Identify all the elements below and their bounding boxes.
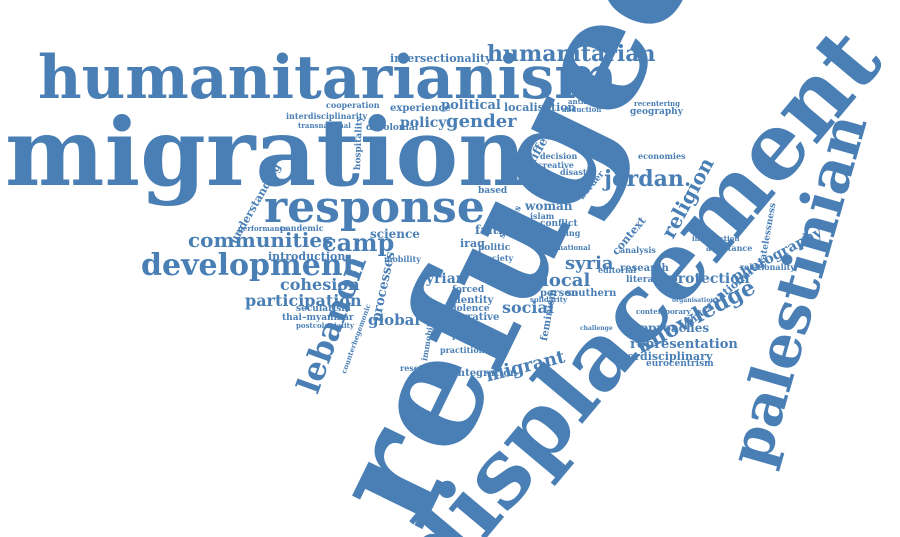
word-introduction: introduction — [268, 250, 346, 263]
word-global: global — [368, 311, 421, 329]
word-policy: policy — [400, 115, 447, 131]
word-conflict: conflict — [540, 219, 578, 229]
word-intersectionality: intersectionality — [390, 52, 492, 65]
word-experience: experience — [390, 103, 451, 114]
word-challenge: challenge — [580, 325, 613, 332]
word-communities: communities — [188, 228, 334, 252]
word-political: political — [441, 98, 501, 113]
word-pandemic: pandemic — [280, 223, 324, 233]
word-violence: violence — [448, 304, 490, 314]
word-editorial: editorial — [598, 265, 637, 275]
word-creative: creative — [538, 160, 574, 170]
word-solidarity: solidarity — [530, 295, 568, 304]
word-iraq: iraq — [460, 237, 485, 250]
word-syria: syria — [565, 253, 614, 274]
word-transnational: transnational — [298, 121, 351, 130]
word-literature: literature — [626, 275, 675, 285]
word-islam: islam — [530, 211, 555, 221]
word-decolonial: decolonial — [366, 123, 419, 133]
word-relationality: relationality — [740, 262, 796, 272]
word-eurocentrism: eurocentrism — [646, 359, 714, 369]
word-gender: gender — [446, 111, 517, 132]
word-science: science — [370, 227, 420, 241]
word-faith: faith — [475, 223, 507, 237]
word-jordan: jordan — [604, 166, 684, 192]
word-local: local — [542, 270, 591, 291]
word-identity: identity — [450, 295, 494, 306]
word-woman: woman — [525, 199, 573, 213]
word-decision: decision — [540, 151, 578, 161]
word-localisation: localisation — [504, 101, 576, 114]
word-development: development — [141, 248, 357, 283]
word-participation: participation — [245, 291, 362, 310]
word-based: based — [478, 186, 508, 196]
word-protection: protection — [668, 271, 750, 287]
word-anthropology: anthropology — [568, 97, 621, 106]
word-response: response — [264, 182, 485, 233]
word-narrative: narrative — [448, 312, 500, 323]
word-practitioner: practitioner — [440, 345, 494, 355]
word-southern: southern — [566, 288, 617, 299]
word-geography: geography — [630, 107, 683, 117]
word-society: society — [482, 253, 514, 263]
word-social: social — [502, 298, 554, 317]
word-person: person — [540, 288, 579, 299]
word-abduction: abduction — [562, 105, 602, 114]
word-hospitality: hospitality — [353, 116, 365, 171]
word-recentering: recentering — [634, 99, 680, 108]
word-cooperation: cooperation — [326, 100, 380, 110]
word-integration: integration — [454, 368, 518, 379]
word-intersection: intersection — [692, 234, 740, 243]
word-disaster: disaster — [560, 167, 596, 177]
word-secularism: secularism — [296, 304, 351, 314]
word-organisation: organisation — [672, 297, 715, 304]
word-representation: representation — [630, 337, 738, 352]
word-assistance: assistance — [706, 243, 753, 253]
word-interdisciplinary: interdisciplinary — [610, 350, 713, 363]
word-performance: performance — [238, 224, 289, 233]
word-politic: politic — [478, 243, 511, 253]
word-thai-myanmar: thai–myanmar — [282, 313, 354, 323]
word-migration: migration — [5, 98, 527, 208]
word-cohesion: cohesion — [280, 275, 360, 294]
word-analysis: analysis — [620, 245, 656, 255]
word-national: national — [558, 243, 591, 252]
word-syrian: syrian — [418, 271, 466, 287]
word-research: research — [620, 263, 669, 274]
word-economies: economies — [638, 151, 686, 161]
word-responding: responding — [452, 332, 503, 342]
word-humanitarianism: humanitarianism — [38, 43, 618, 113]
word-contemporary: contemporary — [636, 307, 691, 316]
word-approaches: approaches — [632, 321, 710, 335]
word-forced: forced — [452, 285, 485, 295]
word-mobility: mobility — [384, 254, 421, 264]
word-writing: writing — [548, 228, 581, 238]
word-resettlement: resettlement — [400, 363, 458, 373]
word-postcoloniality: postcoloniality — [296, 321, 354, 330]
word-humanitarian: humanitarian — [487, 41, 656, 67]
word-camp: camp — [322, 228, 395, 257]
word-interdisciplinarity: interdisciplinarity — [286, 111, 368, 121]
